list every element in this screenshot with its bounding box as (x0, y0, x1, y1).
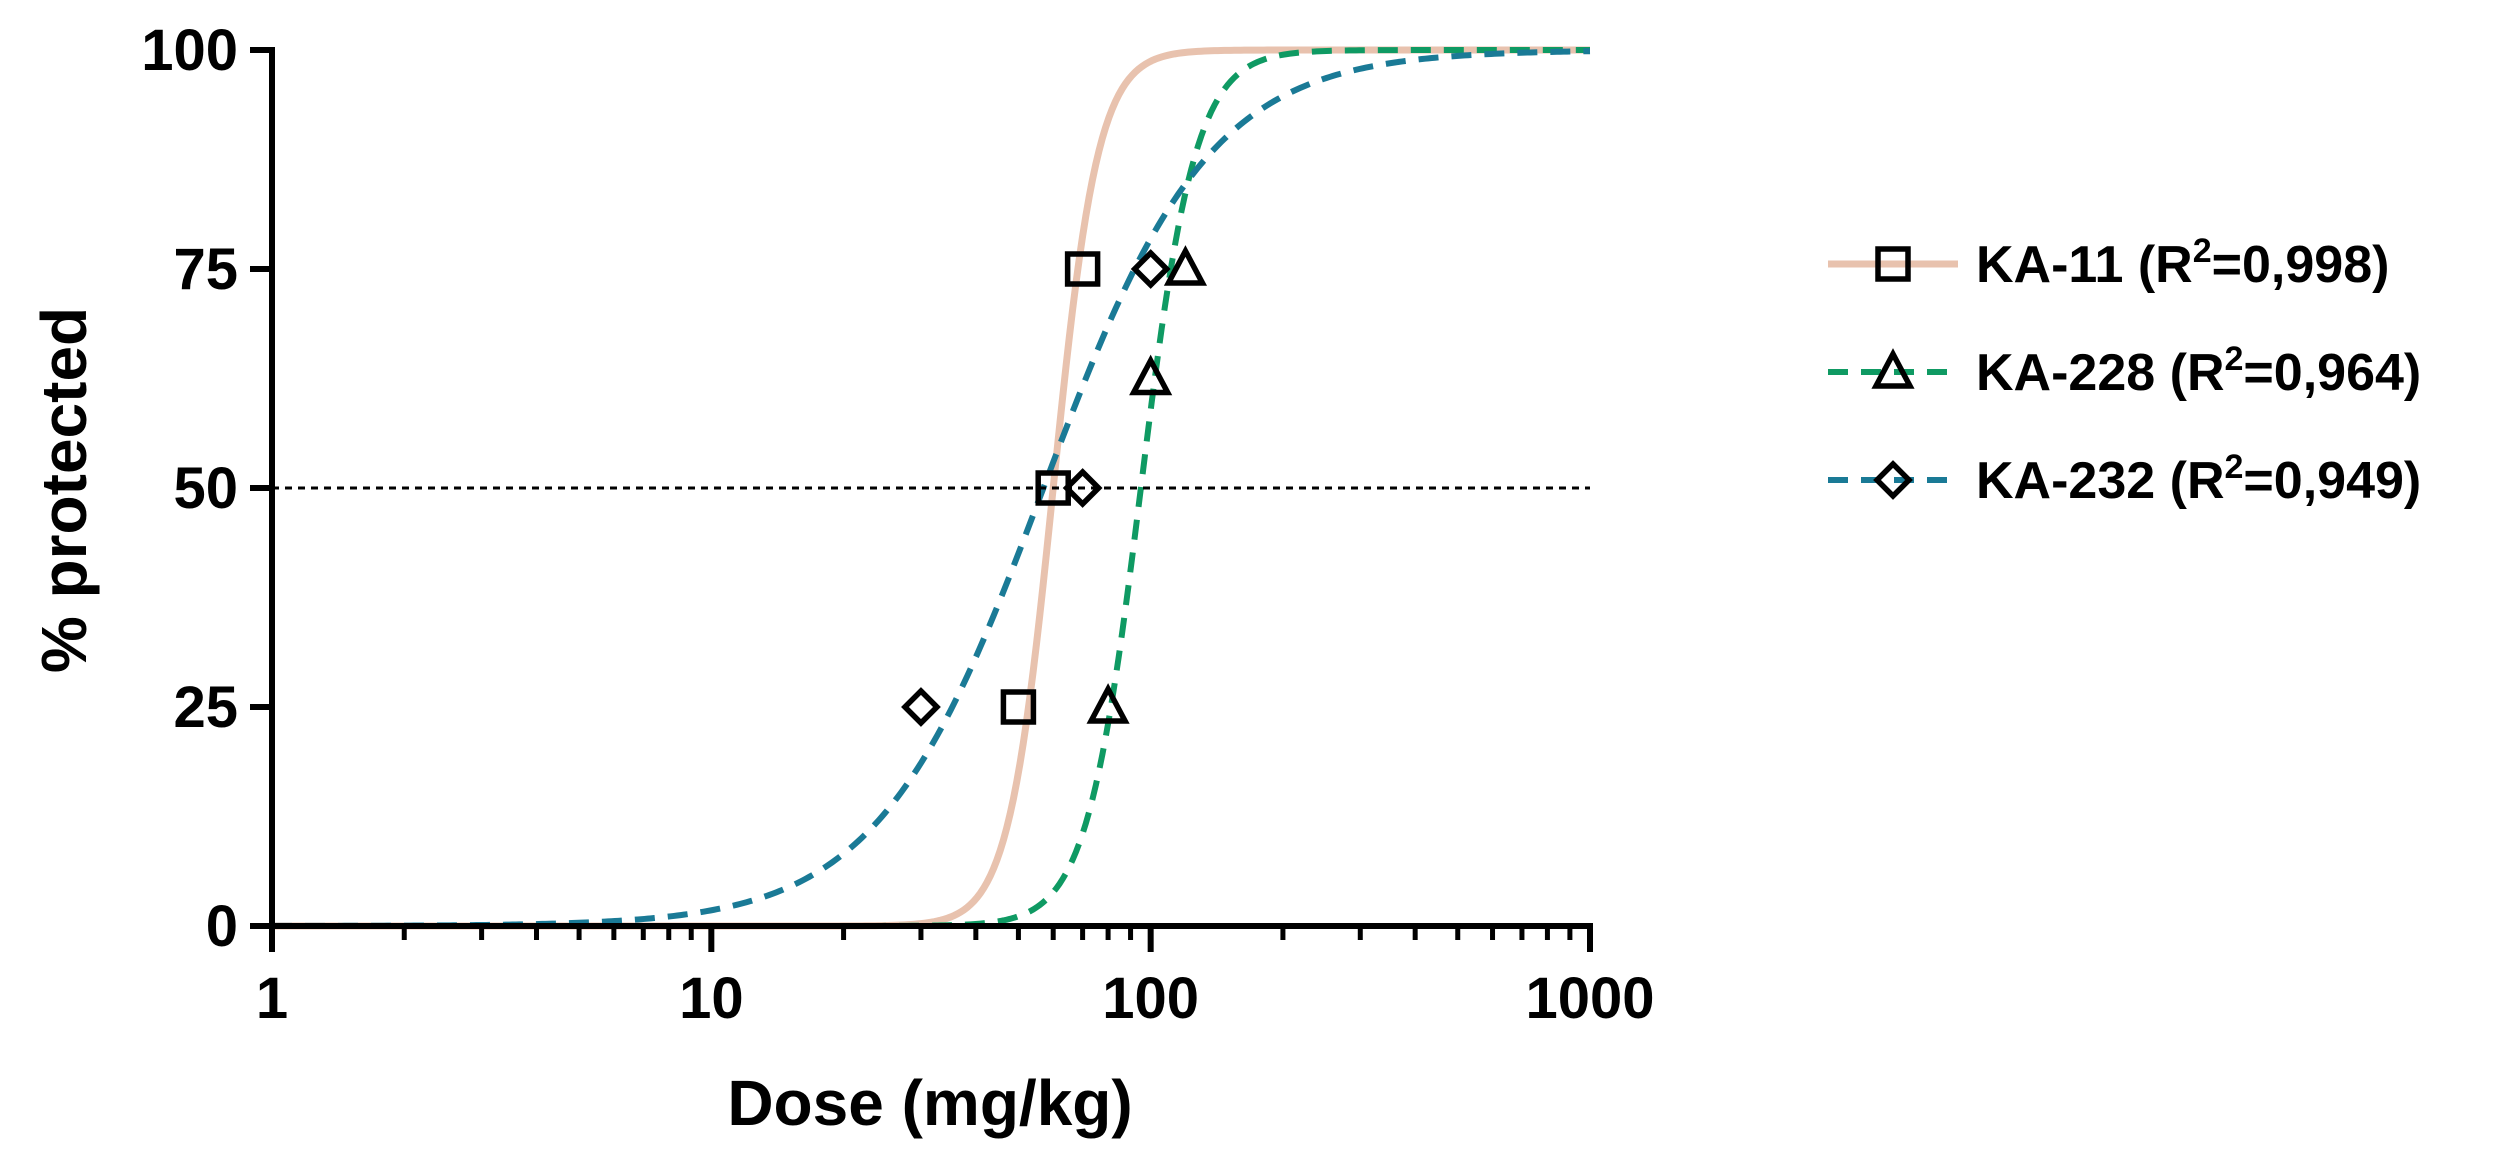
x-tick-label-1000: 1000 (1525, 966, 1654, 1031)
legend-label-ka-228: KA-228 (R2=0,964) (1976, 340, 2421, 402)
axes: 0 25 50 75 100 1 10 100 1000 (141, 18, 1654, 1031)
legend-item-ka-232: KA-232 (R2=0,949) (1828, 448, 2421, 510)
y-tick-label-75: 75 (173, 237, 238, 302)
y-axis-title: % protected (28, 307, 100, 673)
data-point-ka-232-3 (1130, 249, 1171, 289)
x-tick-label-1: 1 (256, 966, 288, 1031)
data-point-ka-228-3 (1163, 245, 1208, 286)
data-point-ka-232-2 (1062, 468, 1103, 508)
x-tick-label-10: 10 (679, 966, 744, 1031)
legend-label-ka-232: KA-232 (R2=0,949) (1976, 448, 2421, 510)
y-tick-label-25: 25 (173, 675, 238, 740)
y-tick-label-0: 0 (206, 894, 238, 959)
x-tick-label-100: 100 (1102, 966, 1199, 1031)
data-point-ka-11-1 (1000, 689, 1037, 725)
x-axis-title: Dose (mg/kg) (727, 1067, 1132, 1139)
data-point-ka-228-2 (1129, 354, 1173, 396)
legend: KA-11 (R2=0,998) KA-228 (R2=0,964) KA-232 … (1828, 232, 2421, 510)
data-point-ka-228-1 (1086, 683, 1130, 724)
legend-marker-ka-232 (1873, 460, 1913, 500)
data-markers (901, 245, 1208, 727)
fit-curve-ka-232 (272, 48, 1591, 929)
legend-marker-ka-228 (1871, 348, 1915, 389)
y-tick-label-100: 100 (141, 18, 238, 83)
legend-label-ka-11: KA-11 (R2=0,998) (1976, 232, 2389, 294)
data-point-ka-232-1 (901, 687, 941, 727)
legend-item-ka-228: KA-228 (R2=0,964) (1828, 340, 2421, 402)
legend-marker-ka-11 (1875, 246, 1911, 282)
legend-item-ka-11: KA-11 (R2=0,998) (1828, 232, 2389, 294)
y-tick-label-50: 50 (173, 456, 238, 521)
data-point-ka-11-3 (1064, 251, 1101, 287)
